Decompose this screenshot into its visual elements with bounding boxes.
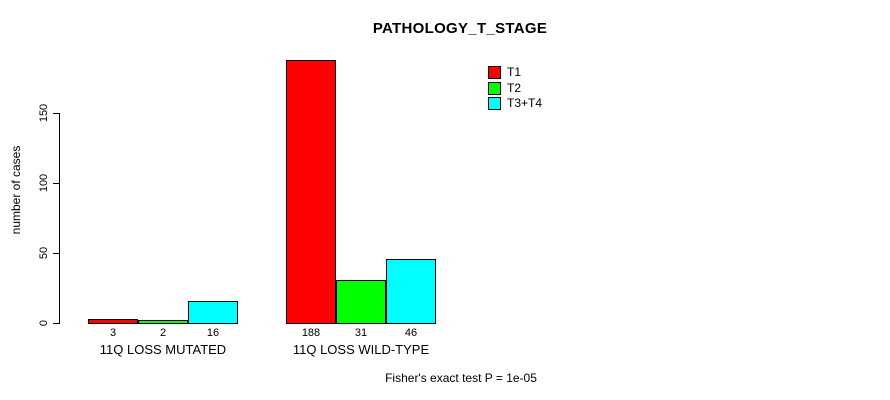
bar-t3-t4 — [386, 259, 436, 324]
legend-label: T2 — [507, 80, 522, 95]
legend-swatch-t1 — [488, 66, 501, 79]
y-tick-mark — [53, 183, 60, 184]
bar-value-label: 46 — [404, 327, 418, 339]
bar-value-label: 3 — [109, 327, 117, 339]
chart-title: PATHOLOGY_T_STAGE — [372, 20, 548, 37]
legend-label: T1 — [507, 65, 522, 79]
y-tick-label: 0 — [38, 319, 50, 327]
bar-value-label: 31 — [354, 327, 368, 339]
bar-t2 — [336, 280, 386, 324]
y-tick-mark — [53, 253, 60, 254]
bar-t3-t4 — [188, 301, 238, 324]
bar-t1 — [88, 319, 138, 324]
legend-label: T3+T4 — [507, 96, 543, 110]
bar-t2 — [138, 320, 188, 324]
bar-value-label: 16 — [206, 327, 220, 339]
y-axis-line — [59, 113, 60, 323]
y-axis-label: number of cases — [9, 145, 23, 235]
y-tick-label: 50 — [38, 246, 50, 260]
bar-value-label: 2 — [159, 327, 167, 339]
legend-swatch-t2 — [488, 81, 501, 95]
bar-t1 — [286, 60, 336, 324]
annotation-footnote: Fisher's exact test P = 1e-05 — [385, 371, 537, 385]
category-label: 11Q LOSS WILD-TYPE — [292, 342, 430, 357]
category-label: 11Q LOSS MUTATED — [99, 342, 227, 357]
legend-swatch-t3-t4 — [488, 97, 501, 110]
y-tick-mark — [53, 323, 60, 324]
y-tick-label: 150 — [38, 103, 50, 123]
y-tick-mark — [53, 113, 60, 114]
y-tick-label: 100 — [38, 173, 50, 193]
bar-value-label: 188 — [301, 327, 321, 339]
